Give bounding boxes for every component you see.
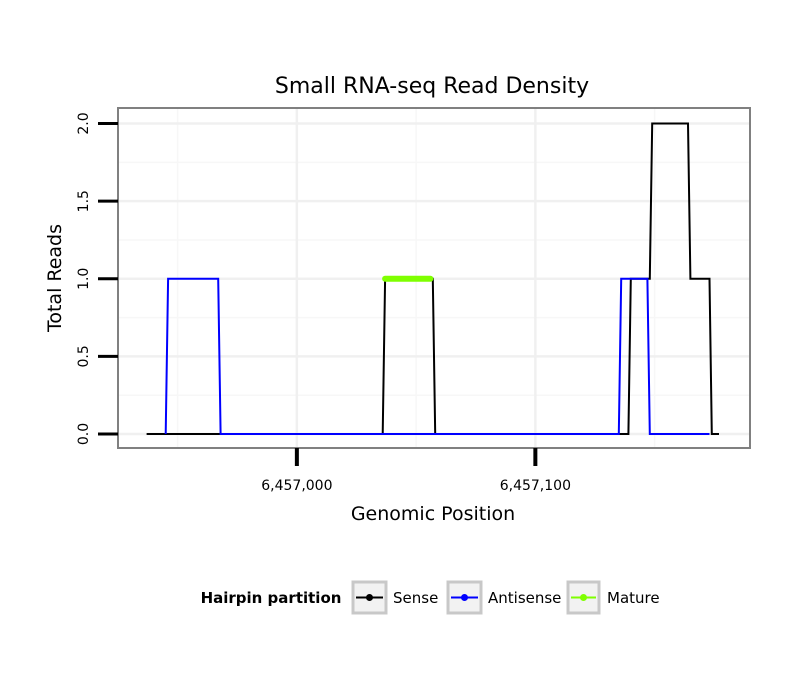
y-tick-label: 0.0 xyxy=(76,423,92,445)
legend-key-dot-antisense xyxy=(461,594,468,601)
y-axis: 0.0 0.5 1.0 1.5 2.0 xyxy=(76,112,118,445)
y-tick-label: 2.0 xyxy=(76,112,92,134)
y-tick-label: 0.5 xyxy=(76,345,92,367)
legend-label-antisense: Antisense xyxy=(488,589,561,607)
y-tick-label: 1.5 xyxy=(76,190,92,212)
x-axis-label: Genomic Position xyxy=(351,503,515,525)
data-series xyxy=(146,122,719,435)
legend-label-mature: Mature xyxy=(607,589,660,607)
series-line-antisense xyxy=(164,277,710,435)
legend-title: Hairpin partition xyxy=(201,589,342,607)
y-axis-label: Total Reads xyxy=(44,224,66,333)
legend-label-sense: Sense xyxy=(393,589,438,607)
x-axis: 6,457,000 6,457,100 xyxy=(261,448,571,494)
chart-title: Small RNA-seq Read Density xyxy=(275,74,589,99)
legend-key-dot-sense xyxy=(366,594,373,601)
x-tick-label: 6,457,100 xyxy=(500,478,571,494)
y-tick-label: 1.0 xyxy=(76,268,92,290)
legend: Hairpin partition Sense Antisense Mature xyxy=(201,580,660,615)
x-tick-label: 6,457,000 xyxy=(261,478,332,494)
legend-key-dot-mature xyxy=(580,594,587,601)
